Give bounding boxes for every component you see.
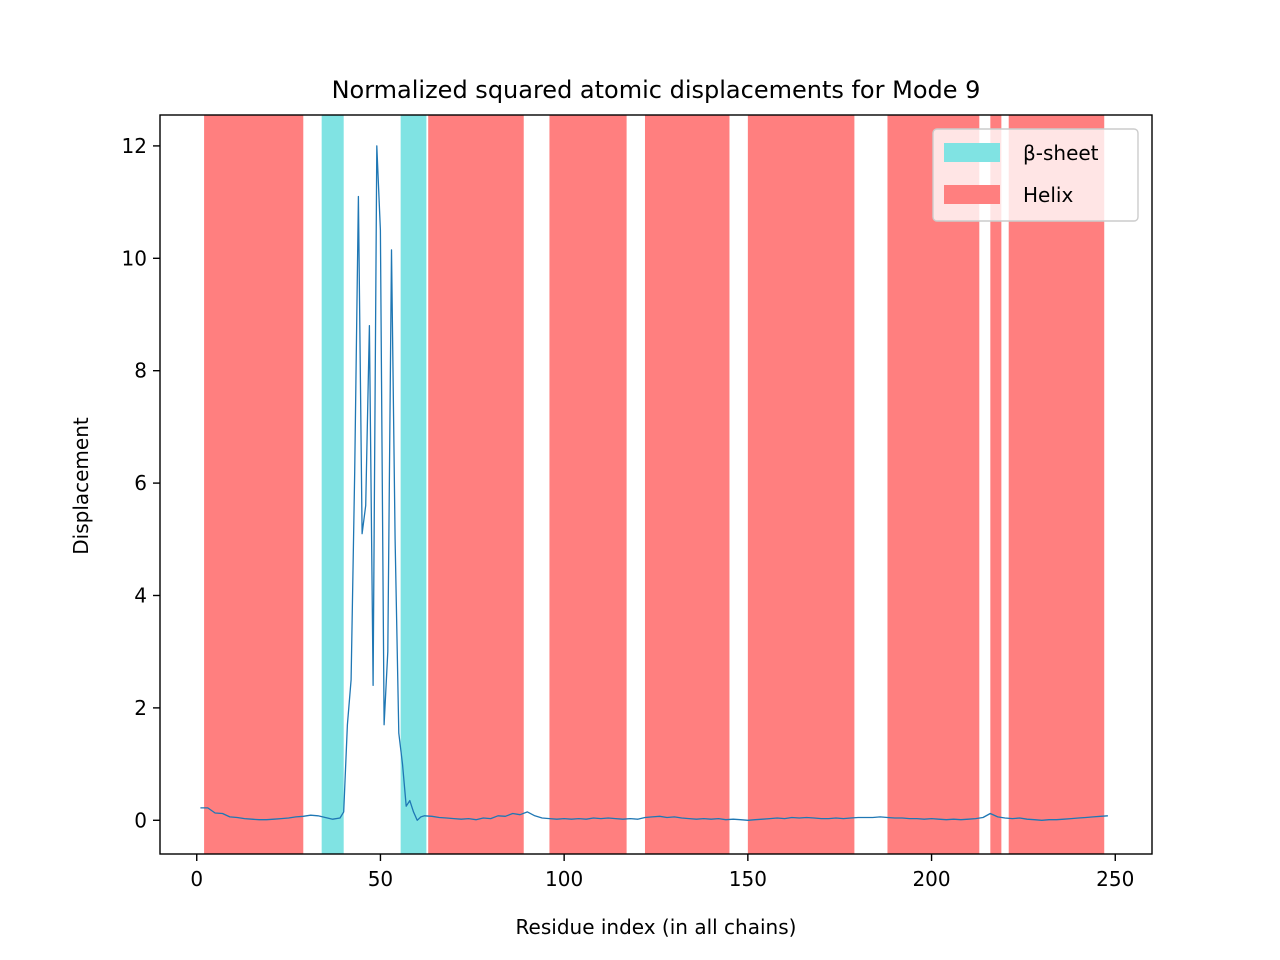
x-tick-label: 250 xyxy=(1096,867,1134,891)
y-tick-label: 12 xyxy=(122,134,147,158)
sheet-region-1 xyxy=(400,115,427,854)
helix-region-4 xyxy=(747,115,855,854)
x-tick-label: 100 xyxy=(545,867,583,891)
sheet-region-0 xyxy=(321,115,344,854)
x-tick-label: 0 xyxy=(190,867,203,891)
x-tick-label: 150 xyxy=(729,867,767,891)
y-tick-label: 8 xyxy=(134,359,147,383)
legend-label-sheet: β-sheet xyxy=(1023,141,1099,165)
y-tick-label: 2 xyxy=(134,696,147,720)
helix-region-2 xyxy=(549,115,627,854)
y-tick-label: 6 xyxy=(134,471,147,495)
x-axis-label: Residue index (in all chains) xyxy=(516,915,797,939)
displacement-line xyxy=(200,145,1108,821)
helix-region-1 xyxy=(428,115,524,854)
y-tick-label: 0 xyxy=(134,808,147,832)
y-axis-label: Displacement xyxy=(69,417,93,555)
x-tick-label: 50 xyxy=(368,867,393,891)
helix-region-3 xyxy=(644,115,730,854)
helix-region-7 xyxy=(1008,115,1105,854)
x-tick-label: 200 xyxy=(912,867,950,891)
legend-swatch-sheet xyxy=(944,143,1000,162)
chart-title: Normalized squared atomic displacements … xyxy=(332,76,981,104)
legend-label-helix: Helix xyxy=(1023,183,1073,207)
y-tick-label: 4 xyxy=(134,583,147,607)
plot-frame xyxy=(159,114,1153,855)
helix-region-5 xyxy=(887,115,980,854)
helix-region-0 xyxy=(204,115,304,854)
helix-region-6 xyxy=(990,115,1002,854)
legend-swatch-helix xyxy=(944,185,1000,204)
legend: β-sheet Helix xyxy=(932,128,1139,222)
y-tick-label: 10 xyxy=(122,246,147,270)
